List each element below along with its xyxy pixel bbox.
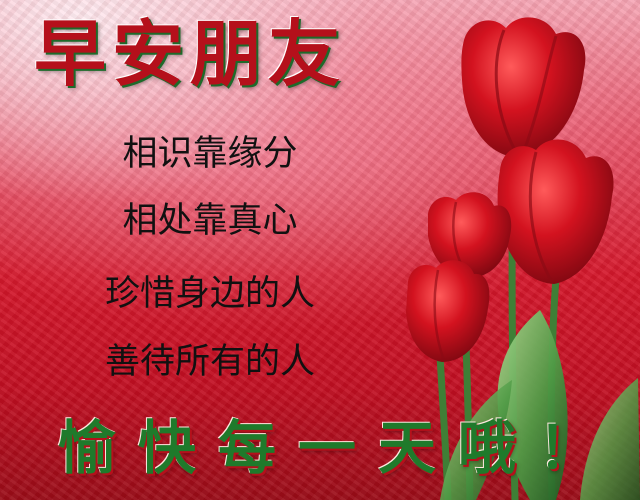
verse-line-3: 珍惜身边的人 — [104, 274, 315, 314]
verse-line-1: 相识靠缘分 — [122, 134, 298, 174]
greeting-title: 早安朋友 — [34, 11, 347, 96]
verse-line-4: 善待所有的人 — [104, 342, 315, 382]
greeting-footer: 愉快每一天哦！ — [58, 414, 619, 482]
tulip-flowers-image — [406, 17, 640, 500]
tulip-leaves — [440, 310, 640, 500]
tulip-large — [497, 139, 614, 284]
tulip-top — [461, 17, 586, 159]
tulip-lower — [406, 260, 490, 362]
verse-line-2: 相处靠真心 — [122, 201, 298, 241]
